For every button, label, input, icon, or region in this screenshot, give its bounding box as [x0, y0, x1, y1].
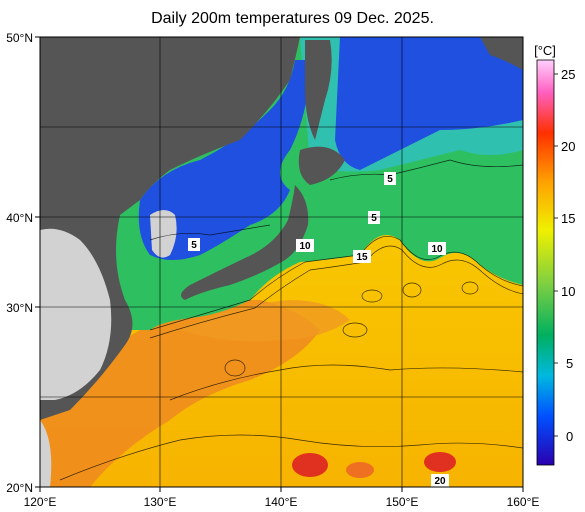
y-tick-label: 40°N [6, 211, 33, 225]
land-japan [181, 185, 309, 300]
land-taiwan [40, 420, 52, 487]
contour-labels: 5 5 5 10 10 15 20 [188, 172, 449, 487]
x-tick-label: 150°E [386, 495, 419, 509]
land-korea [150, 210, 177, 258]
colorbar-unit: [°C] [534, 43, 556, 58]
x-tick-label: 160°E [507, 495, 540, 509]
colorbar-gradient [536, 59, 555, 466]
x-tick-label: 120°E [24, 495, 57, 509]
contour-label: 10 [299, 241, 311, 252]
hot-eddy [424, 452, 456, 472]
map-title: Daily 200m temperatures 09 Dec. 2025. [151, 10, 434, 27]
contour-label: 5 [387, 174, 393, 185]
colorbar: [°C] 25 20 15 10 5 0 [534, 43, 575, 466]
colorbar-label: 25 [561, 67, 575, 82]
x-tick-label: 130°E [144, 495, 177, 509]
contour-label: 5 [191, 240, 197, 251]
x-axis: 120°E 130°E 140°E 150°E 160°E [24, 495, 540, 509]
colorbar-label: 10 [561, 284, 575, 299]
colorbar-label: 5 [566, 356, 573, 371]
tick-marks [35, 36, 524, 492]
contour-label: 5 [371, 213, 377, 224]
map-area: 5 5 5 10 10 15 20 [40, 37, 523, 487]
x-tick-label: 140°E [265, 495, 298, 509]
colorbar-label: 20 [561, 139, 575, 154]
graticule [40, 37, 523, 487]
hot-water-region [40, 300, 320, 487]
contour-lines [59, 159, 523, 481]
y-tick-label: 30°N [6, 301, 33, 315]
contour-label: 10 [431, 244, 443, 255]
colorbar-label: 0 [566, 429, 573, 444]
y-tick-label: 20°N [6, 481, 33, 495]
hot-eddy [292, 453, 328, 477]
cold-water [335, 37, 523, 170]
contour-label: 20 [434, 476, 446, 487]
land-sakhalin [305, 40, 332, 140]
y-axis: 50°N 40°N 30°N 20°N [6, 31, 33, 495]
y-tick-label: 50°N [6, 31, 33, 45]
contour-label: 15 [356, 252, 368, 263]
colorbar-label: 15 [561, 211, 575, 226]
land-hokkaido [298, 146, 345, 185]
